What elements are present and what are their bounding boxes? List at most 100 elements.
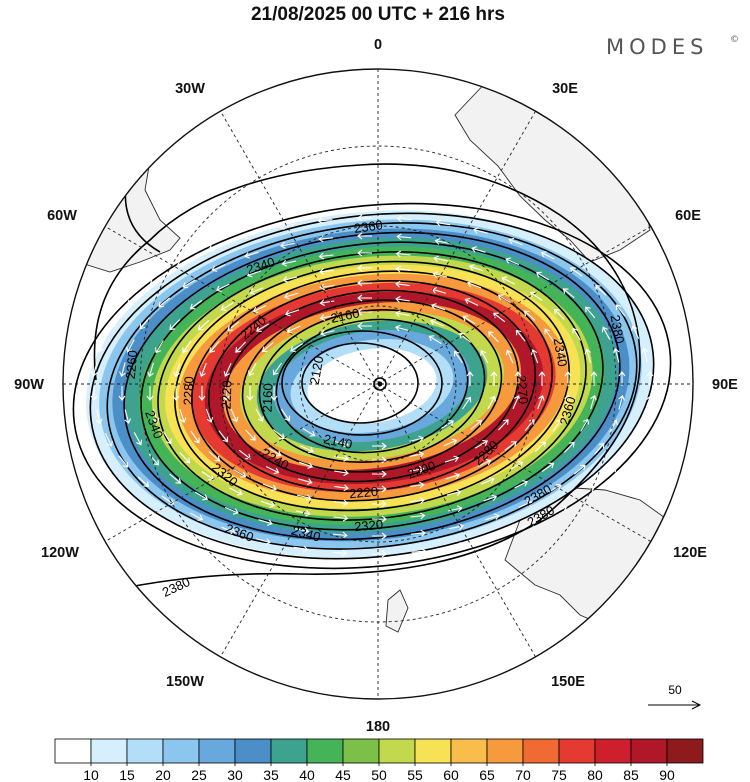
wind-arrow [270,386,278,401]
wind-arrow [265,466,280,475]
wind-arrow [173,362,181,378]
lon-label-180: 180 [366,719,390,735]
wind-arrow [357,214,372,222]
wind-arrow [298,478,313,486]
wind-arrow [534,441,547,453]
height-contour [258,309,486,463]
lon-label-150e: 150E [551,674,585,690]
wind-arrow [467,280,482,289]
wind-arrow [280,241,295,249]
wind-arrow [133,432,143,446]
wind-arrow [248,362,257,377]
wind-arrow [283,292,299,300]
wind-arrow [443,438,458,447]
wind-arrow [302,427,316,437]
wind-arrow [480,349,489,364]
longitude-labels: 0 30E 60E 90E 120E 150E 180 150W 120W 90… [14,37,738,735]
wind-arrow [258,519,273,526]
wind-arrow [372,500,387,508]
wind-arrow [474,439,488,449]
wind-arrow [430,303,446,311]
colorbar-swatch [54,738,92,764]
wind-arrow [453,350,463,364]
colorbar-swatch [198,738,236,764]
wind-arrow [357,322,372,330]
wind-arrow [233,468,247,478]
wind-arrow [290,343,303,352]
wind-arrow [409,481,425,489]
wind-arrow [514,480,529,489]
colorbar-tick-label: 45 [335,767,351,782]
height-contour [241,299,503,473]
reference-vector: 50 [648,683,702,710]
colorbar-tick-label: 70 [515,767,531,782]
height-contour [224,289,520,483]
height-contour [157,251,587,521]
wind-arrow [334,455,349,462]
modes-logo: MODES © [606,35,739,59]
wind-arrow [194,491,208,501]
colorbar-tick-label: 15 [119,767,135,782]
lon-label-90e: 90E [712,377,738,393]
wind-arrow [256,538,271,545]
wind-arrow [395,250,411,258]
wind-arrow [468,264,484,272]
wind-arrow [612,348,620,363]
wind-arrow [199,362,207,378]
wind-arrow [512,395,521,410]
wind-arrow [432,271,448,278]
wind-arrow [242,232,257,240]
wind-arrow [569,267,583,277]
wind-arrow [411,529,426,537]
wind-arrow [471,246,486,253]
wind-arrow [584,348,592,364]
wind-arrow [294,527,310,534]
wind-arrow [631,325,640,339]
lon-label-90w: 90W [14,377,44,393]
wind-arrow [563,441,575,453]
wind-arrow [260,500,276,508]
wind-arrow [334,484,349,492]
contour-label: 2140 [322,431,353,452]
colorbar-tick-label: 25 [191,767,207,782]
contour-label: 2220 [219,380,235,409]
wind-arrow [488,331,499,343]
wind-arrow [215,283,230,292]
colorbar-tick-label: 50 [371,767,387,782]
colorbar-swatch [270,738,308,764]
colorbar-swatch [630,738,668,764]
wind-arrow [522,520,537,528]
wind-arrow [487,395,496,410]
wind-arrow [119,362,126,377]
wind-arrow [197,319,210,331]
wind-arrow [229,487,243,496]
wind-vectors [90,214,654,558]
wind-arrow [372,470,387,478]
colorbar-swatch [126,738,164,764]
wind-arrow [91,361,98,377]
wind-arrow [296,494,312,501]
wind-arrow [540,251,555,260]
wind-arrow [498,419,509,431]
wind-arrow [244,251,259,259]
wind-arrow [646,371,654,386]
wind-arrow [245,429,256,441]
wind-arrow [262,483,277,492]
colorbar-swatch [594,738,632,764]
wind-arrow [573,464,586,475]
wind-arrow [189,512,204,521]
colorbar-tick-label: 35 [263,767,279,782]
wind-arrow [334,440,349,448]
wind-arrow [445,472,461,480]
map-boundary [62,68,694,700]
wind-arrow [538,371,546,386]
wind-arrow [110,315,120,329]
wind-arrow [147,362,154,378]
colorbar-swatch [450,738,488,764]
wind-arrow [433,255,449,263]
height-contours [72,163,672,599]
wind-arrow [238,449,251,460]
colorbar-tick-label: 10 [83,767,99,782]
wind-arrow [246,270,262,278]
